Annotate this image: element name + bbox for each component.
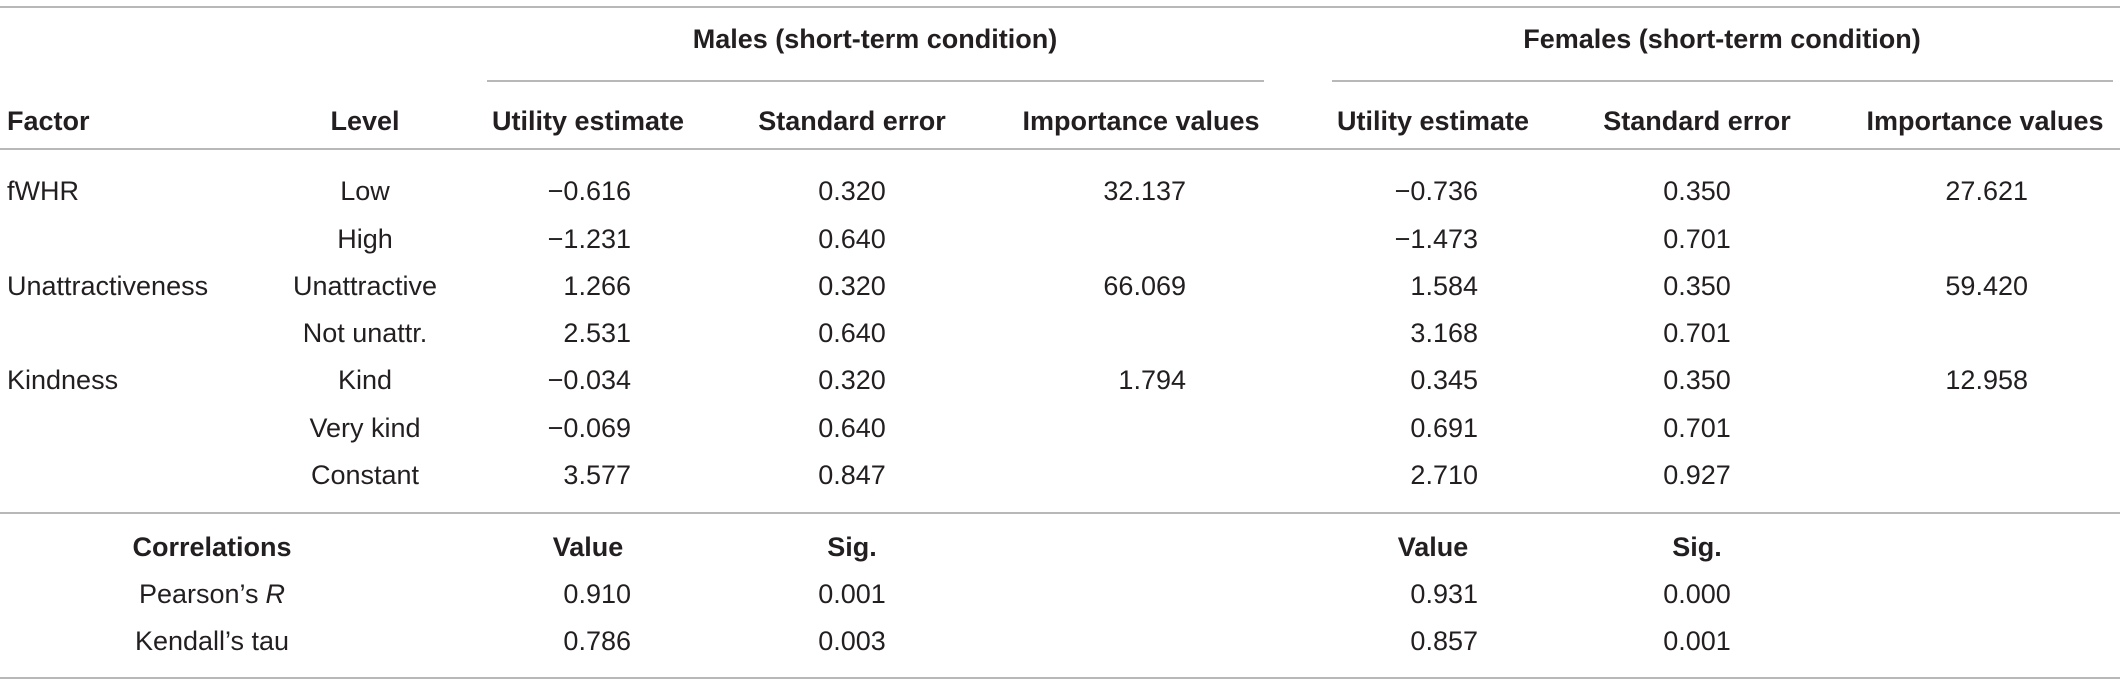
column-header: Factor (7, 106, 90, 136)
cell: 12.958 (1945, 365, 2028, 395)
cell: 1.266 (563, 271, 631, 301)
cell: Kind (338, 365, 392, 395)
label-text: Kendall’s tau (135, 626, 289, 656)
cell: 0.857 (1410, 626, 1478, 656)
cell: 2.531 (563, 318, 631, 348)
cell: 0.640 (818, 224, 886, 254)
correlation-label: Pearson’s R (139, 579, 285, 609)
cell: 0.350 (1663, 176, 1731, 206)
cell: 3.577 (563, 460, 631, 490)
cell: −0.736 (1395, 176, 1478, 206)
cell: 0.847 (818, 460, 886, 490)
cell: 0.786 (563, 626, 631, 656)
cell: −0.034 (548, 365, 631, 395)
cell: 2.710 (1410, 460, 1478, 490)
column-header: Standard error (1603, 106, 1791, 136)
cell: 0.001 (818, 579, 886, 609)
cell: fWHR (7, 176, 79, 206)
cell: 1.794 (1118, 365, 1186, 395)
cell: 0.350 (1663, 271, 1731, 301)
column-header: Level (330, 106, 399, 136)
cell: Unattractiveness (7, 271, 208, 301)
group-header: Females (short-term condition) (1523, 24, 1921, 54)
cell: High (337, 224, 393, 254)
cell: Low (340, 176, 390, 206)
cell: 0.001 (1663, 626, 1731, 656)
cell: 0.350 (1663, 365, 1731, 395)
cell: 66.069 (1103, 271, 1186, 301)
cell: 0.003 (818, 626, 886, 656)
correlation-header: Value (1398, 532, 1469, 562)
cell: 0.640 (818, 413, 886, 443)
cell: 0.320 (818, 176, 886, 206)
cell: Very kind (309, 413, 420, 443)
cell: 0.701 (1663, 224, 1731, 254)
cell: 27.621 (1945, 176, 2028, 206)
column-header: Importance values (1866, 106, 2103, 136)
correlation-header: Sig. (827, 532, 877, 562)
cell: 0.320 (818, 365, 886, 395)
cell: 59.420 (1945, 271, 2028, 301)
cell: 0.000 (1663, 579, 1731, 609)
cell: 0.345 (1410, 365, 1478, 395)
label-symbol: R (266, 579, 286, 609)
correlation-header: Value (553, 532, 624, 562)
correlation-label: Kendall’s tau (135, 626, 289, 656)
column-header: Importance values (1022, 106, 1259, 136)
cell: Unattractive (293, 271, 437, 301)
group-header: Males (short-term condition) (693, 24, 1058, 54)
cell: 0.701 (1663, 413, 1731, 443)
cell: 32.137 (1103, 176, 1186, 206)
cell: −1.473 (1395, 224, 1478, 254)
cell: 0.910 (563, 579, 631, 609)
cell: −0.616 (548, 176, 631, 206)
cell: 0.320 (818, 271, 886, 301)
correlation-header: Sig. (1672, 532, 1722, 562)
cell: 0.691 (1410, 413, 1478, 443)
column-header: Standard error (758, 106, 946, 136)
label-text: Pearson’s (139, 579, 259, 609)
column-header: Utility estimate (492, 106, 684, 136)
cell: Not unattr. (303, 318, 428, 348)
cell: −1.231 (548, 224, 631, 254)
cell: 3.168 (1410, 318, 1478, 348)
cell: 0.927 (1663, 460, 1731, 490)
cell: Constant (311, 460, 420, 490)
cell: Kindness (7, 365, 118, 395)
correlation-header: Correlations (132, 532, 291, 562)
column-header: Utility estimate (1337, 106, 1529, 136)
cell: 0.931 (1410, 579, 1478, 609)
cell: 0.701 (1663, 318, 1731, 348)
cell: 1.584 (1410, 271, 1478, 301)
cell: 0.640 (818, 318, 886, 348)
cell: −0.069 (548, 413, 631, 443)
